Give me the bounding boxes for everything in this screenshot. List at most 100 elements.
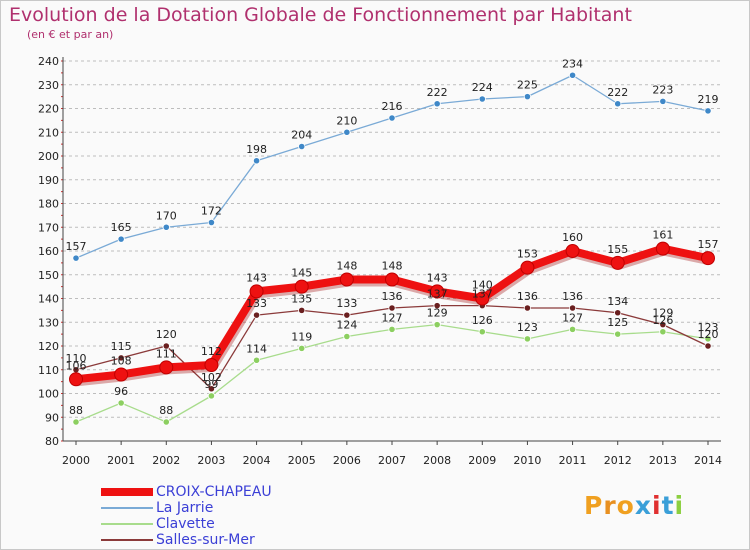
data-point-la-jarrie [162,223,170,231]
data-label-la-jarrie: 204 [291,129,312,142]
data-label-croix-chapeau: 140 [472,279,493,292]
y-tick-label: 210 [38,126,59,139]
data-point-croix-chapeau [430,284,445,299]
data-label-la-jarrie: 234 [562,57,583,70]
data-point-clavette [162,418,170,426]
data-label-clavette: 123 [517,321,538,334]
y-tick-label: 140 [38,293,59,306]
data-point-clavette [614,330,622,338]
data-point-clavette [298,344,306,352]
data-point-croix-chapeau [114,367,129,382]
data-label-salles-sur-mer: 136 [382,290,403,303]
data-point-salles-sur-mer [433,302,441,310]
legend-swatch-croix-chapeau [101,488,153,496]
data-point-la-jarrie [72,254,80,262]
data-point-la-jarrie [704,107,712,115]
data-point-la-jarrie [343,128,351,136]
data-label-croix-chapeau: 143 [246,271,267,284]
logo-text: Proxiti [584,491,684,520]
x-tick-label: 2010 [513,454,541,467]
data-point-salles-sur-mer [252,311,261,319]
y-tick-label: 120 [38,340,59,353]
y-tick-label: 230 [38,79,59,92]
data-point-croix-chapeau [520,260,535,275]
data-point-croix-chapeau [204,358,219,372]
data-point-clavette [72,418,80,426]
data-point-salles-sur-mer [207,385,216,393]
data-point-croix-chapeau [655,241,670,256]
data-point-croix-chapeau [701,251,715,266]
data-label-salles-sur-mer: 110 [66,352,87,365]
data-point-salles-sur-mer [614,309,622,317]
legend-label-la-jarrie: La Jarrie [156,500,214,516]
data-point-salles-sur-mer [523,304,532,312]
chart-subtitle: (en € et par an) [27,28,114,41]
x-tick-label: 2002 [152,454,180,467]
data-label-salles-sur-mer: 129 [652,307,673,320]
data-label-salles-sur-mer: 120 [698,328,719,341]
data-point-salles-sur-mer [298,306,306,314]
y-tick-label: 150 [38,269,59,282]
data-label-salles-sur-mer: 134 [607,295,628,308]
data-point-clavette [117,399,125,407]
x-tick-label: 2007 [378,454,406,467]
data-label-clavette: 127 [382,311,403,324]
x-tick-label: 2014 [694,454,722,467]
data-label-clavette: 124 [336,319,357,332]
data-label-clavette: 99 [204,378,218,391]
data-point-salles-sur-mer [704,342,712,350]
logo-letter: i [652,491,662,520]
y-tick-label: 180 [38,198,59,211]
data-label-salles-sur-mer: 135 [291,292,312,305]
x-tick-label: 2004 [243,454,271,467]
data-point-croix-chapeau [565,244,580,258]
data-point-la-jarrie [568,71,577,79]
x-tick-label: 2012 [604,454,632,467]
data-label-croix-chapeau: 153 [517,248,538,261]
data-point-la-jarrie [252,157,261,165]
data-label-la-jarrie: 210 [336,114,357,127]
data-point-clavette [659,328,667,336]
data-point-la-jarrie [298,142,306,151]
logo-letter: x [634,491,652,520]
proxiti-logo: Proxiti [584,491,684,520]
data-label-clavette: 126 [652,314,673,327]
data-point-croix-chapeau [610,255,625,270]
data-point-croix-chapeau [249,284,264,299]
data-point-salles-sur-mer [659,321,667,329]
data-label-clavette: 125 [607,316,628,329]
data-label-salles-sur-mer: 137 [427,288,448,301]
data-label-clavette: 129 [427,307,448,320]
logo-letter: t [661,491,675,520]
x-tick-label: 2001 [107,454,135,467]
data-label-la-jarrie: 222 [607,86,628,99]
data-label-croix-chapeau: 106 [66,359,87,372]
data-point-croix-chapeau [385,272,399,287]
data-label-croix-chapeau: 161 [652,229,673,242]
data-point-la-jarrie [659,97,667,105]
data-label-la-jarrie: 172 [201,205,222,218]
legend-label-clavette: Clavette [156,516,215,532]
x-tick-label: 2003 [197,454,225,467]
data-label-salles-sur-mer: 136 [517,290,538,303]
data-point-clavette [388,325,396,333]
chart-title: Evolution de la Dotation Globale de Fonc… [9,4,632,26]
data-point-la-jarrie [207,218,216,227]
data-point-clavette [343,332,351,341]
data-label-la-jarrie: 225 [517,79,538,92]
data-point-salles-sur-mer [117,354,125,362]
legend-label-croix-chapeau: CROIX-CHAPEAU [156,484,272,500]
data-point-la-jarrie [388,114,396,122]
x-tick-label: 2000 [62,454,90,467]
y-tick-label: 90 [45,411,59,424]
data-point-clavette [252,356,261,364]
data-label-clavette: 126 [472,314,493,327]
data-label-salles-sur-mer: 102 [201,371,222,384]
legend-label-salles-sur-mer: Salles-sur-Mer [156,532,255,548]
data-label-croix-chapeau: 148 [336,260,357,273]
data-point-la-jarrie [478,95,486,103]
data-label-clavette: 119 [291,330,312,343]
y-tick-label: 80 [45,435,59,448]
